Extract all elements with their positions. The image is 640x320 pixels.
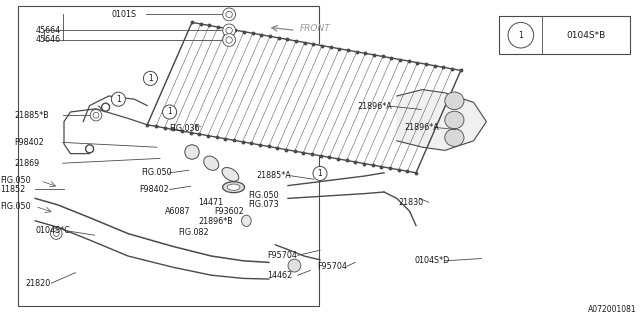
Text: F93602: F93602 — [214, 207, 244, 216]
Text: 0104S*B: 0104S*B — [566, 31, 605, 40]
Ellipse shape — [93, 112, 99, 118]
Bar — [499, 16, 630, 54]
Circle shape — [227, 184, 240, 190]
Text: 0101S: 0101S — [112, 10, 137, 19]
Text: 14471: 14471 — [198, 198, 223, 207]
Text: 21820: 21820 — [26, 279, 51, 288]
Text: 45646: 45646 — [35, 36, 60, 44]
Text: 0104S*D: 0104S*D — [415, 256, 450, 265]
Text: 14462: 14462 — [268, 271, 292, 280]
Text: 21896*B: 21896*B — [198, 217, 233, 226]
Ellipse shape — [313, 166, 327, 180]
Ellipse shape — [445, 111, 464, 129]
Text: F98402: F98402 — [140, 185, 169, 194]
Ellipse shape — [288, 259, 301, 272]
Polygon shape — [147, 22, 461, 173]
Circle shape — [223, 182, 244, 193]
Ellipse shape — [445, 129, 464, 147]
Text: FIG.050: FIG.050 — [1, 176, 31, 185]
Text: 21896*A: 21896*A — [357, 102, 392, 111]
Ellipse shape — [508, 22, 534, 48]
Text: F95704: F95704 — [317, 262, 347, 271]
Ellipse shape — [163, 105, 177, 119]
Text: 21885*B: 21885*B — [15, 111, 49, 120]
Ellipse shape — [143, 71, 157, 85]
Ellipse shape — [223, 34, 236, 46]
Text: 11852: 11852 — [1, 185, 26, 194]
Text: FIG.050: FIG.050 — [1, 202, 31, 211]
Ellipse shape — [445, 92, 464, 109]
Text: A072001081: A072001081 — [588, 305, 637, 314]
Text: FIG.082: FIG.082 — [178, 228, 209, 237]
Text: F98402: F98402 — [15, 138, 44, 147]
Ellipse shape — [111, 92, 125, 106]
Text: 1: 1 — [167, 108, 172, 116]
Bar — [18, 6, 319, 306]
Text: 21885*A: 21885*A — [256, 171, 291, 180]
Ellipse shape — [222, 168, 239, 181]
Ellipse shape — [204, 156, 219, 170]
Text: FRONT: FRONT — [300, 24, 330, 33]
Text: 1: 1 — [518, 31, 524, 40]
Ellipse shape — [90, 109, 102, 121]
Text: 21869: 21869 — [15, 159, 40, 168]
Ellipse shape — [223, 24, 236, 37]
Text: 1: 1 — [116, 95, 121, 104]
Ellipse shape — [51, 228, 62, 239]
Polygon shape — [397, 90, 486, 150]
Text: 21896*A: 21896*A — [404, 123, 439, 132]
Text: FIG.036: FIG.036 — [170, 124, 200, 133]
Ellipse shape — [223, 8, 236, 21]
Text: 1: 1 — [148, 74, 153, 83]
Ellipse shape — [242, 215, 252, 227]
Text: 0104S*C: 0104S*C — [35, 226, 70, 235]
Ellipse shape — [53, 231, 59, 236]
Text: A6087: A6087 — [165, 207, 191, 216]
Ellipse shape — [226, 11, 232, 18]
Text: 45664: 45664 — [35, 26, 60, 35]
Text: FIG.073: FIG.073 — [248, 200, 279, 209]
Text: FIG.050: FIG.050 — [248, 191, 279, 200]
Ellipse shape — [226, 27, 232, 34]
Ellipse shape — [185, 145, 199, 159]
Text: 21830: 21830 — [398, 198, 423, 207]
Text: F95704: F95704 — [268, 251, 298, 260]
Text: 1: 1 — [317, 169, 323, 178]
Ellipse shape — [226, 37, 232, 43]
Text: FIG.050: FIG.050 — [141, 168, 172, 177]
